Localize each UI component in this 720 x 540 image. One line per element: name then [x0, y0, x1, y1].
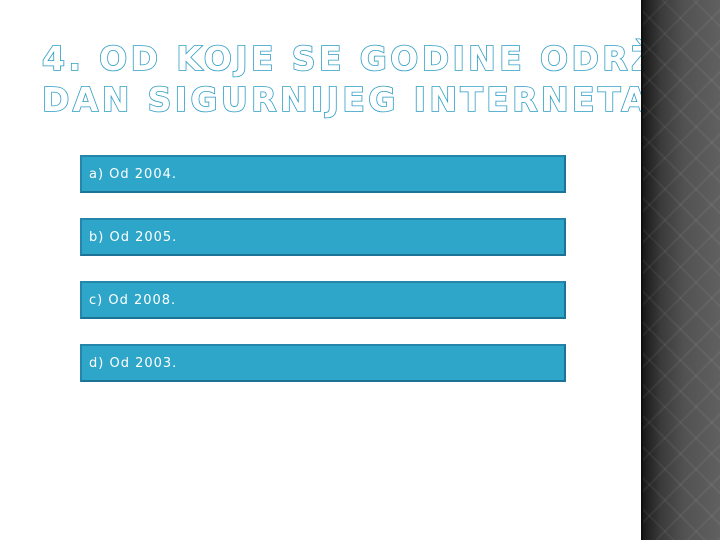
answer-option-d[interactable]: d) Od 2003.	[80, 344, 566, 382]
slide-title: 4. OD KOJE SE GODINE ODRŽAVA DAN SIGURNI…	[41, 38, 720, 120]
answer-option-c[interactable]: c) Od 2008.	[80, 281, 566, 319]
answer-option-a[interactable]: a) Od 2004.	[80, 155, 566, 193]
answer-option-label: c) Od 2008.	[89, 292, 177, 308]
decorative-side-panel	[641, 0, 720, 540]
answer-option-label: d) Od 2003.	[89, 355, 178, 371]
answer-list: a) Od 2004. b) Od 2005. c) Od 2008. d) O…	[80, 155, 566, 407]
side-panel-edge	[641, 0, 643, 540]
slide-title-line-1: 4. OD KOJE SE GODINE ODRŽAVA	[41, 38, 720, 79]
answer-option-label: b) Od 2005.	[89, 229, 178, 245]
slide-title-line-2: DAN SIGURNIJEG INTERNETA?	[41, 79, 673, 120]
answer-option-b[interactable]: b) Od 2005.	[80, 218, 566, 256]
answer-option-label: a) Od 2004.	[89, 166, 178, 182]
